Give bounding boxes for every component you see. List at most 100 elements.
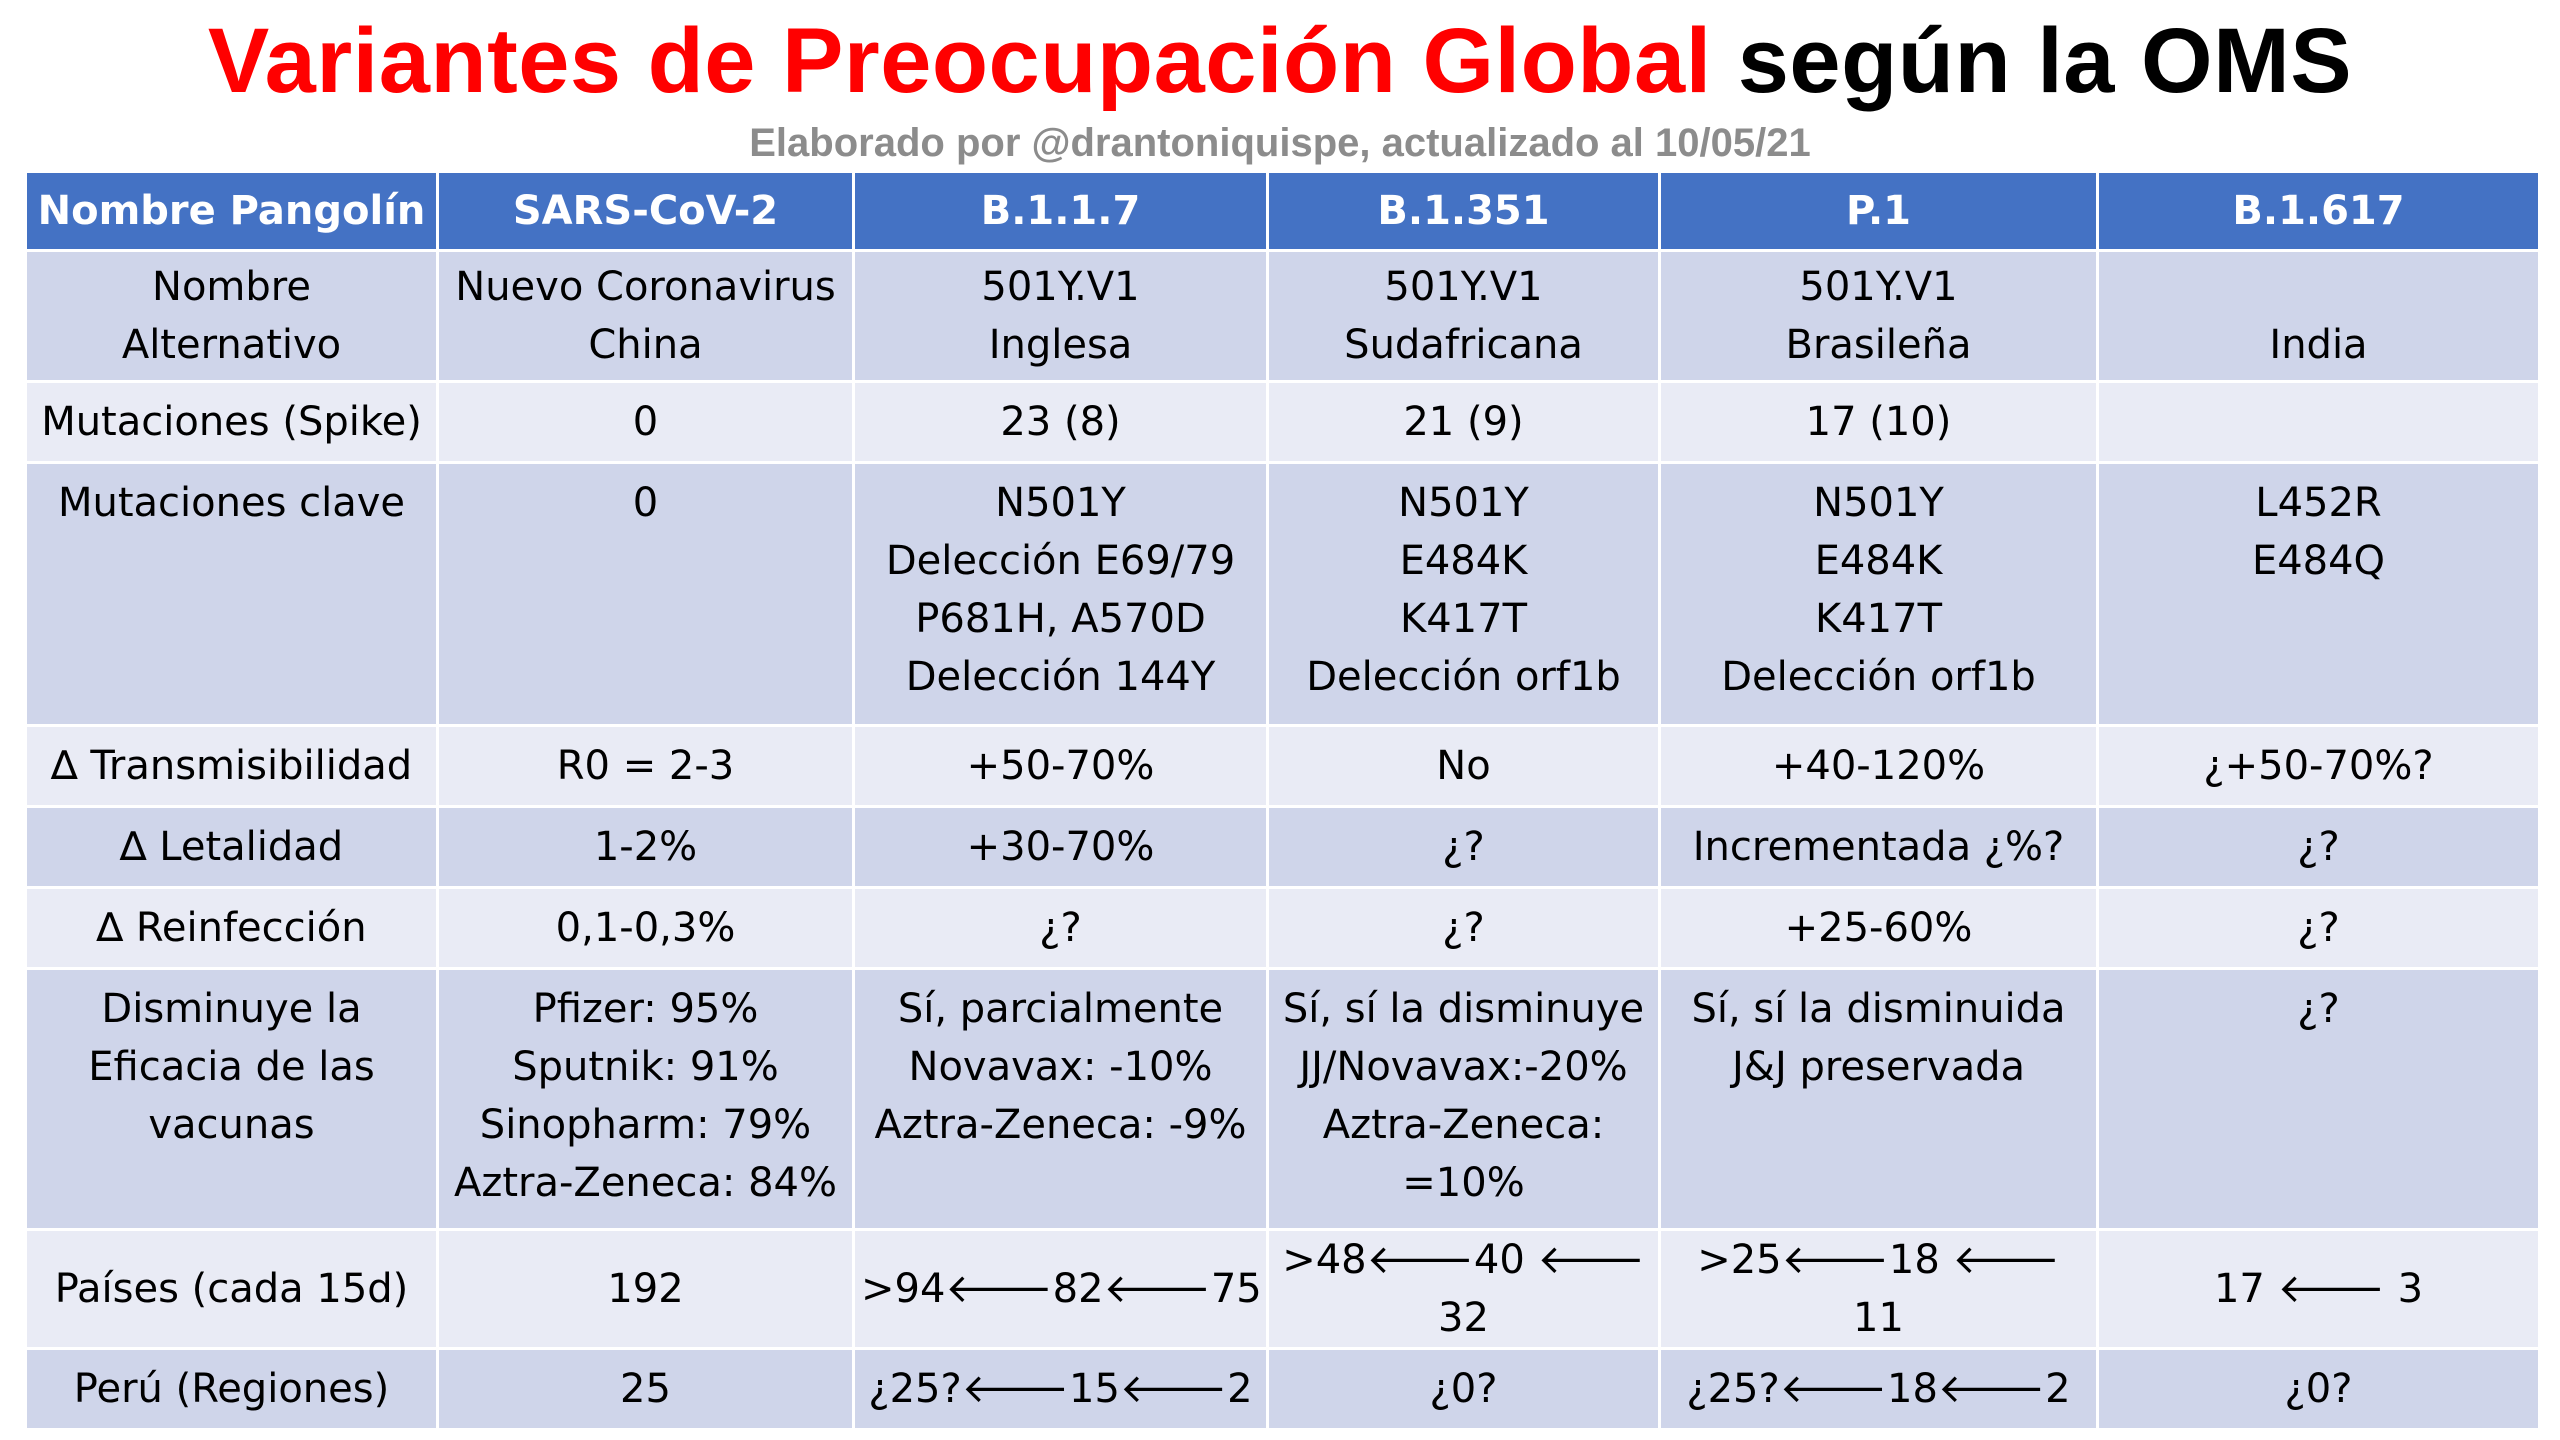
cell-line: Sudafricana <box>1344 322 1583 368</box>
table-cell: 501Y.V1 Inglesa <box>852 249 1269 383</box>
row-label: Países (cada 15d) <box>24 1228 439 1350</box>
table-cell: 25 <box>436 1347 855 1431</box>
cell-line: Delección orf1b <box>1721 654 2036 700</box>
table-row-letalidad: ∆ Letalidad 1-2% +30-70% ¿? Incrementada… <box>24 805 2541 889</box>
table-cell: +30-70% <box>852 805 1269 889</box>
table-cell: 23 (8) <box>852 380 1269 464</box>
table-row-reinfeccion: ∆ Reinfección 0,1-0,3% ¿? ¿? +25-60% ¿? <box>24 886 2541 970</box>
table-cell <box>2096 380 2541 464</box>
table-cell: 501Y.V1 Brasileña <box>1658 249 2099 383</box>
table-cell: >48🡐40 🡐 32 <box>1266 1228 1661 1350</box>
table-cell: 17 🡐 3 <box>2096 1228 2541 1350</box>
table-cell: 17 (10) <box>1658 380 2099 464</box>
table-cell: N501Y Delección E69/79 P681H, A570D Dele… <box>852 461 1269 727</box>
row-label: Nombre Alternativo <box>24 249 439 383</box>
table-cell: ¿? <box>1266 886 1661 970</box>
cell-line: Sí, sí la disminuye <box>1282 986 1645 1032</box>
cell-line: Brasileña <box>1785 322 1972 368</box>
table-cell: No <box>1266 724 1661 808</box>
table-row-nombre-alternativo: Nombre Alternativo Nuevo Coronavirus Chi… <box>24 249 2541 383</box>
table-cell: +40-120% <box>1658 724 2099 808</box>
cell-line: Disminuye la <box>101 986 362 1032</box>
table-cell: ¿? <box>2096 967 2541 1231</box>
table-cell: >94🡐82🡐75 <box>852 1228 1269 1350</box>
table-cell: ¿0? <box>2096 1347 2541 1431</box>
table-cell: 0 <box>436 380 855 464</box>
cell-line: Novavax: -10% <box>908 1044 1213 1090</box>
cell-line: 501Y.V1 <box>981 264 1140 310</box>
cell-line: Sí, parcialmente <box>897 986 1224 1032</box>
header-b117: B.1.1.7 <box>852 170 1269 252</box>
cell-line: Nombre <box>152 264 311 310</box>
cell-line: Delección 144Y <box>905 654 1216 700</box>
table-cell: ¿25?🡐18🡐2 <box>1658 1347 2099 1431</box>
table-cell: Incrementada ¿%? <box>1658 805 2099 889</box>
table-cell: R0 = 2-3 <box>436 724 855 808</box>
cell-line: E484Q <box>2251 538 2386 584</box>
table-cell: +25-60% <box>1658 886 2099 970</box>
header-b1351: B.1.351 <box>1266 170 1661 252</box>
header-p1: P.1 <box>1658 170 2099 252</box>
table-cell: 21 (9) <box>1266 380 1661 464</box>
cell-line: K417T <box>1814 596 1942 642</box>
title-black-part: según la OMS <box>1737 10 2353 112</box>
table-cell: Sí, sí la disminuida J&J preservada <box>1658 967 2099 1231</box>
cell-line: =10% <box>1402 1160 1525 1206</box>
table-cell: N501Y E484K K417T Delección orf1b <box>1266 461 1661 727</box>
cell-line: Nuevo Coronavirus <box>455 264 836 310</box>
cell-line: JJ/Novavax:-20% <box>1299 1044 1628 1090</box>
cell-line: Aztra-Zeneca: -9% <box>874 1102 1247 1148</box>
table-cell: ¿25?🡐15🡐2 <box>852 1347 1269 1431</box>
cell-line: China <box>588 322 703 368</box>
cell-line: N501Y <box>1398 480 1529 526</box>
table-row-mutaciones-spike: Mutaciones (Spike) 0 23 (8) 21 (9) 17 (1… <box>24 380 2541 464</box>
cell-line: Pfizer: 95% <box>532 986 759 1032</box>
table-cell: ¿? <box>1266 805 1661 889</box>
cell-line: Mutaciones clave <box>57 480 406 526</box>
table-row-peru: Perú (Regiones) 25 ¿25?🡐15🡐2 ¿0? ¿25?🡐18… <box>24 1347 2541 1431</box>
cell-line: Sí, sí la disminuida <box>1691 986 2066 1032</box>
table-cell: ¿0? <box>1266 1347 1661 1431</box>
table-cell: Nuevo Coronavirus China <box>436 249 855 383</box>
row-label: ∆ Reinfección <box>24 886 439 970</box>
cell-line: India <box>2269 322 2368 368</box>
table-cell: ¿+50-70%? <box>2096 724 2541 808</box>
row-label: Mutaciones (Spike) <box>24 380 439 464</box>
cell-line: Aztra-Zeneca: 84% <box>453 1160 837 1206</box>
cell-line: Aztra-Zeneca: <box>1322 1102 1605 1148</box>
row-label: ∆ Letalidad <box>24 805 439 889</box>
cell-line: Sinopharm: 79% <box>479 1102 812 1148</box>
cell-line: P681H, A570D <box>915 596 1206 642</box>
cell-line: J&J preservada <box>1731 1044 2026 1090</box>
row-label: Disminuye la Eficacia de las vacunas <box>24 967 439 1231</box>
table-row-mutaciones-clave: Mutaciones clave 0 N501Y Delección E69/7… <box>24 461 2541 727</box>
cell-line: L452R <box>2255 480 2382 526</box>
cell-line: Eficacia de las <box>88 1044 375 1090</box>
variants-table: Nombre Pangolín SARS-CoV-2 B.1.1.7 B.1.3… <box>24 170 2541 1431</box>
table-cell: ¿? <box>2096 805 2541 889</box>
table-cell: +50-70% <box>852 724 1269 808</box>
table-row-paises: Países (cada 15d) 192 >94🡐82🡐75 >48🡐40 🡐… <box>24 1228 2541 1350</box>
cell-line: vacunas <box>148 1102 315 1148</box>
cell-line: 501Y.V1 <box>1799 264 1958 310</box>
table-cell: N501Y E484K K417T Delección orf1b <box>1658 461 2099 727</box>
cell-line: Inglesa <box>988 322 1133 368</box>
cell-line: Sputnik: 91% <box>512 1044 779 1090</box>
row-label: Mutaciones clave <box>24 461 439 727</box>
table-cell: Pfizer: 95% Sputnik: 91% Sinopharm: 79% … <box>436 967 855 1231</box>
table-cell: L452R E484Q <box>2096 461 2541 727</box>
cell-line: Delección orf1b <box>1306 654 1621 700</box>
table-cell: 0 <box>436 461 855 727</box>
cell-line: N501Y <box>1813 480 1944 526</box>
table-cell: 501Y.V1 Sudafricana <box>1266 249 1661 383</box>
table-row-eficacia-vacunas: Disminuye la Eficacia de las vacunas Pfi… <box>24 967 2541 1231</box>
header-b1617: B.1.617 <box>2096 170 2541 252</box>
cell-line: K417T <box>1399 596 1527 642</box>
table-row-transmisibilidad: ∆ Transmisibilidad R0 = 2-3 +50-70% No +… <box>24 724 2541 808</box>
page-subtitle: Elaborado por @drantoniquispe, actualiza… <box>749 121 1811 165</box>
header-nombre-pangolin: Nombre Pangolín <box>24 170 439 252</box>
cell-line: E484K <box>1814 538 1943 584</box>
table-cell: ¿? <box>852 886 1269 970</box>
table-cell: Sí, parcialmente Novavax: -10% Aztra-Zen… <box>852 967 1269 1231</box>
title-red-part: Variantes de Preocupación Global <box>207 10 1712 112</box>
